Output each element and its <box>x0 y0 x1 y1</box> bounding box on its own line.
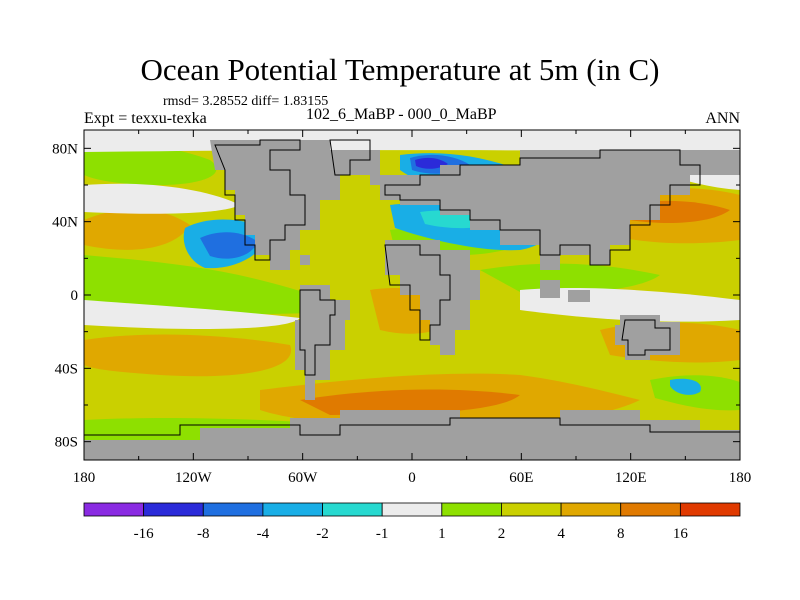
colorbar-label: -4 <box>257 526 270 542</box>
colorbar-labels: -16 -8 -4 -2 -1 1 2 4 8 16 <box>134 526 689 542</box>
colorbar-swatch <box>322 502 383 517</box>
colorbar-label: -2 <box>316 526 329 542</box>
field-dark-blue <box>415 157 448 169</box>
x-tick-marks <box>83 130 741 460</box>
colorbar-label: -8 <box>197 526 210 542</box>
difference-label: 102_6_MaBP - 000_0_MaBP <box>306 106 497 123</box>
colorbar-label: 1 <box>438 526 446 542</box>
colorbar-swatch <box>501 502 562 517</box>
field-neutral <box>84 183 240 214</box>
colorbar-label: 8 <box>617 526 625 542</box>
field-green <box>84 255 350 315</box>
colorbar-label: 2 <box>498 526 506 542</box>
experiment-label: Expt = texxu-texka <box>84 110 207 127</box>
colorbar-label: -1 <box>376 526 389 542</box>
x-tick-label: 60W <box>288 470 318 486</box>
x-tick-label: 0 <box>408 470 416 486</box>
colorbar-swatch <box>262 502 323 517</box>
field-light-blue <box>670 378 701 395</box>
y-tick-marks <box>84 147 740 443</box>
map-title: Ocean Potential Temperature at 5m (in C) <box>140 52 660 87</box>
y-tick-label: 80S <box>55 435 78 451</box>
colorbar-label: 4 <box>557 526 565 542</box>
colorbar-swatch <box>620 502 681 517</box>
colorbar-swatch <box>560 502 622 517</box>
colorbar <box>83 502 741 517</box>
y-tick-label: 40N <box>52 215 78 231</box>
ocean-field <box>84 130 740 460</box>
colorbar-label: 16 <box>673 526 689 542</box>
field-orange <box>84 209 190 250</box>
field-green <box>480 263 660 293</box>
field-orange <box>84 334 292 377</box>
field-blue <box>200 232 258 259</box>
coastlines <box>84 139 740 436</box>
colorbar-label: -16 <box>134 526 154 542</box>
field-dark-orange <box>300 389 520 415</box>
land-mask <box>84 140 740 460</box>
colorbar-swatch <box>202 502 264 517</box>
y-tick-labels: 80N 40N 0 40S 80S <box>52 141 78 450</box>
season-label: ANN <box>705 110 740 127</box>
stats-line: rmsd= 3.28552 diff= 1.83155 <box>163 94 329 109</box>
x-tick-label: 120E <box>615 470 647 486</box>
x-tick-label: 60E <box>509 470 533 486</box>
field-green <box>84 144 217 185</box>
colorbar-swatch <box>143 502 204 517</box>
x-tick-labels: 180 120W 60W 0 60E 120E 180 <box>73 470 752 486</box>
colorbar-swatch <box>83 502 145 517</box>
x-tick-label: 180 <box>73 470 96 486</box>
colorbar-swatch <box>441 502 502 517</box>
field-neutral <box>84 300 300 330</box>
colorbar-swatch <box>679 502 741 517</box>
y-tick-label: 80N <box>52 141 78 157</box>
y-tick-label: 0 <box>71 288 79 304</box>
y-tick-label: 40S <box>55 361 78 377</box>
x-tick-label: 180 <box>729 470 752 486</box>
x-tick-label: 120W <box>175 470 213 486</box>
colorbar-swatch <box>381 502 443 517</box>
